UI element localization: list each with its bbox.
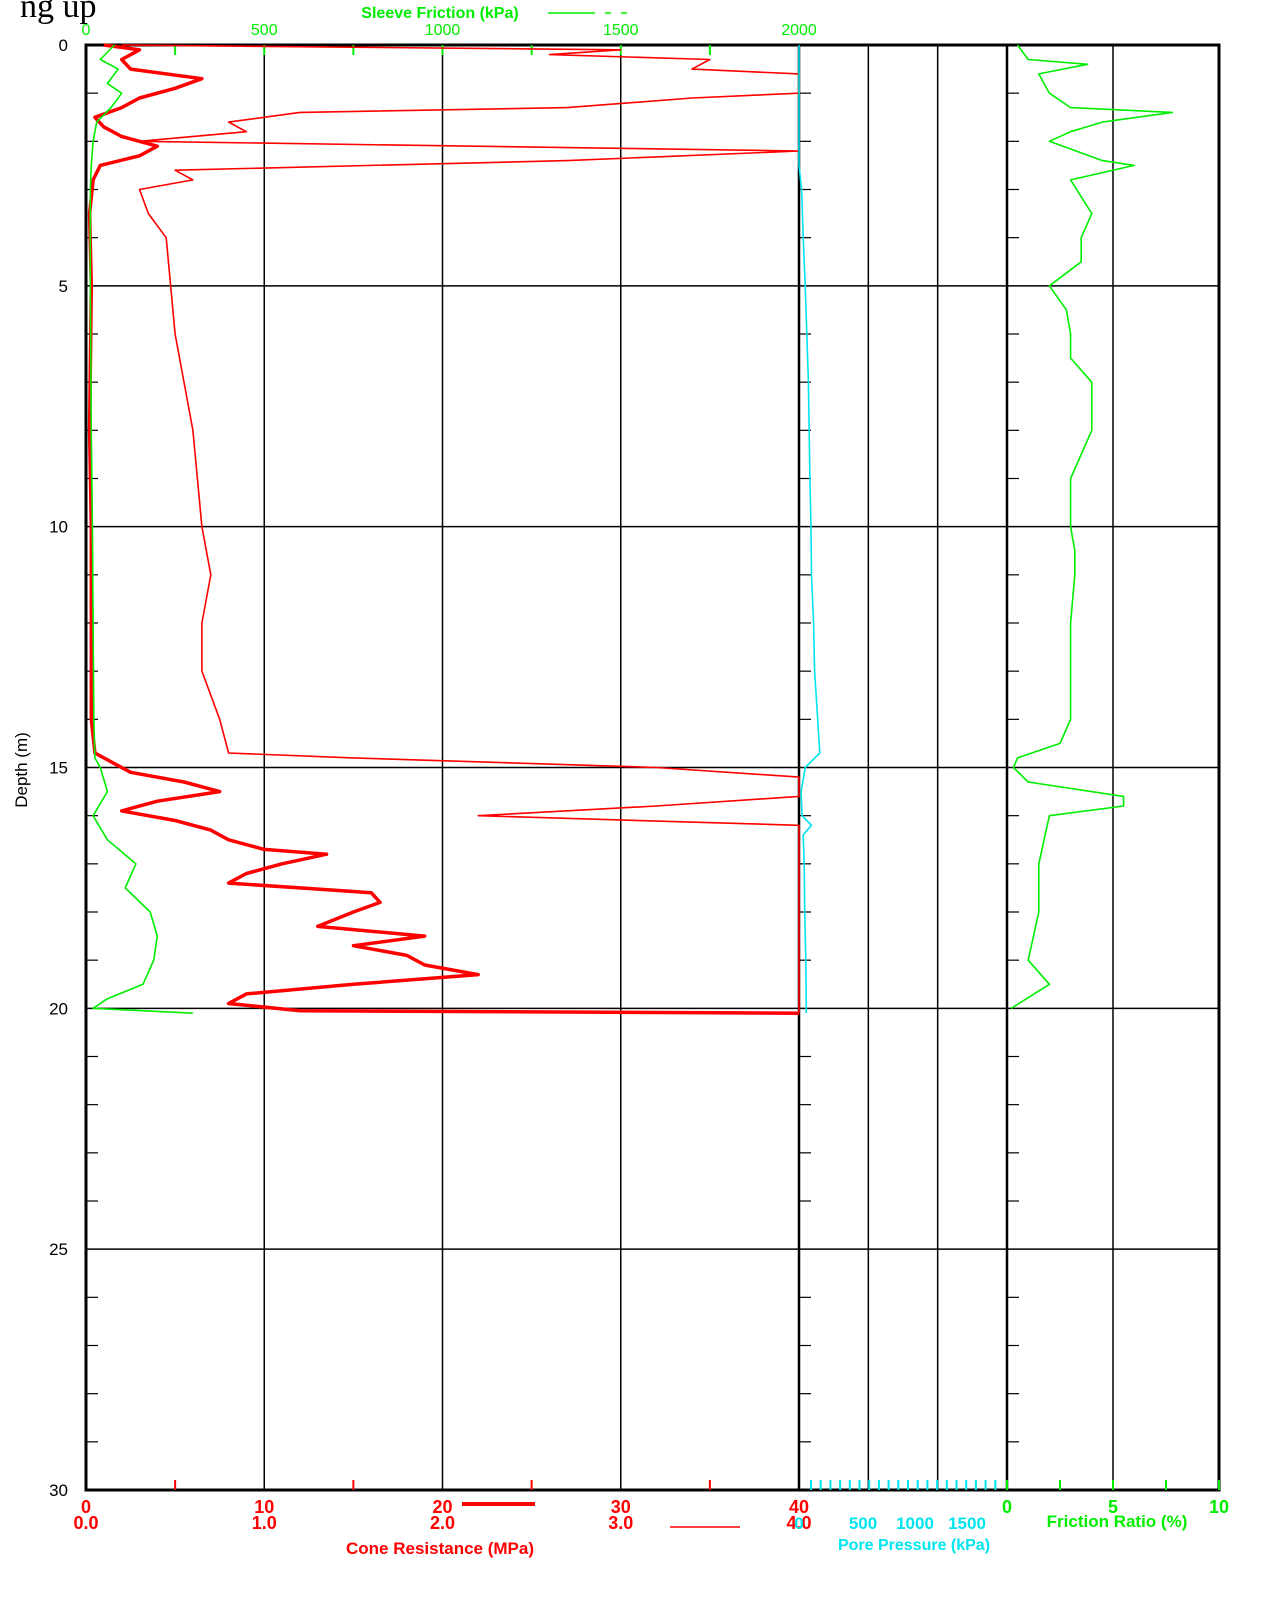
caption-fragment: ng up <box>20 0 97 25</box>
pore-tick-label: 1500 <box>948 1514 986 1533</box>
depth-axis-label: Depth (m) <box>12 732 31 808</box>
depth-tick-label: 5 <box>59 277 68 296</box>
depth-tick-label: 0 <box>59 36 68 55</box>
fs-tick-label: 1500 <box>603 22 639 39</box>
series-layer <box>87 43 1174 1015</box>
depth-tick-label: 15 <box>49 759 68 778</box>
pore-tick-label: 500 <box>849 1514 877 1533</box>
depth-tick-label: 20 <box>49 999 68 1018</box>
qc-secondary-tick-label: 2.0 <box>430 1513 455 1533</box>
fs-tick-label: 500 <box>251 22 278 39</box>
label-layer: 0 5 10 15 20 25 30 Depth (m) 0 10 20 30 40 0.0 1.0 2.0 3… <box>12 5 1229 1558</box>
series-line-sleeve-friction-kpa <box>89 44 193 1014</box>
fs-axis-label: Sleeve Friction (kPa) <box>361 5 518 22</box>
depth-tick-label: 30 <box>49 1481 68 1500</box>
qc-axis-label: Cone Resistance (MPa) <box>346 1539 534 1558</box>
depth-tick-label: 10 <box>49 518 68 537</box>
series-line-cone-resistance-mpa <box>87 43 800 1015</box>
qc-secondary-tick-label: 0.0 <box>73 1513 98 1533</box>
qc-tick-label: 0 <box>81 1497 91 1517</box>
qc-tick-label: 40 <box>789 1497 809 1517</box>
qc-secondary-tick-label: 1.0 <box>252 1513 277 1533</box>
qc-secondary-tick-label: 4.0 <box>786 1513 811 1533</box>
fs-tick-label: 2000 <box>781 22 817 39</box>
qc-tick-label: 30 <box>611 1497 631 1517</box>
fs-tick-label: 1000 <box>425 22 461 39</box>
pore-tick-label: 1000 <box>896 1514 934 1533</box>
rf-tick-label: 10 <box>1209 1497 1229 1517</box>
pore-tick-label: 0 <box>794 1514 803 1533</box>
rf-tick-label: 0 <box>1002 1497 1012 1517</box>
rf-tick-label: 5 <box>1108 1497 1118 1517</box>
grid-layer <box>86 45 1220 1490</box>
series-line-cone-resistance-mpa-secondary <box>121 44 800 1014</box>
fs-tick-label: 0 <box>82 22 91 39</box>
qc-tick-label: 20 <box>432 1497 452 1517</box>
depth-tick-label: 25 <box>49 1240 68 1259</box>
rf-axis-label: Friction Ratio (%) <box>1047 1512 1188 1531</box>
qc-secondary-tick-label: 3.0 <box>608 1513 633 1533</box>
series-line-friction-ratio <box>1010 44 1174 1009</box>
pore-axis-label: Pore Pressure (kPa) <box>838 1537 990 1554</box>
qc-tick-label: 10 <box>254 1497 274 1517</box>
series-line-pore-pressure-kpa <box>798 45 821 1014</box>
